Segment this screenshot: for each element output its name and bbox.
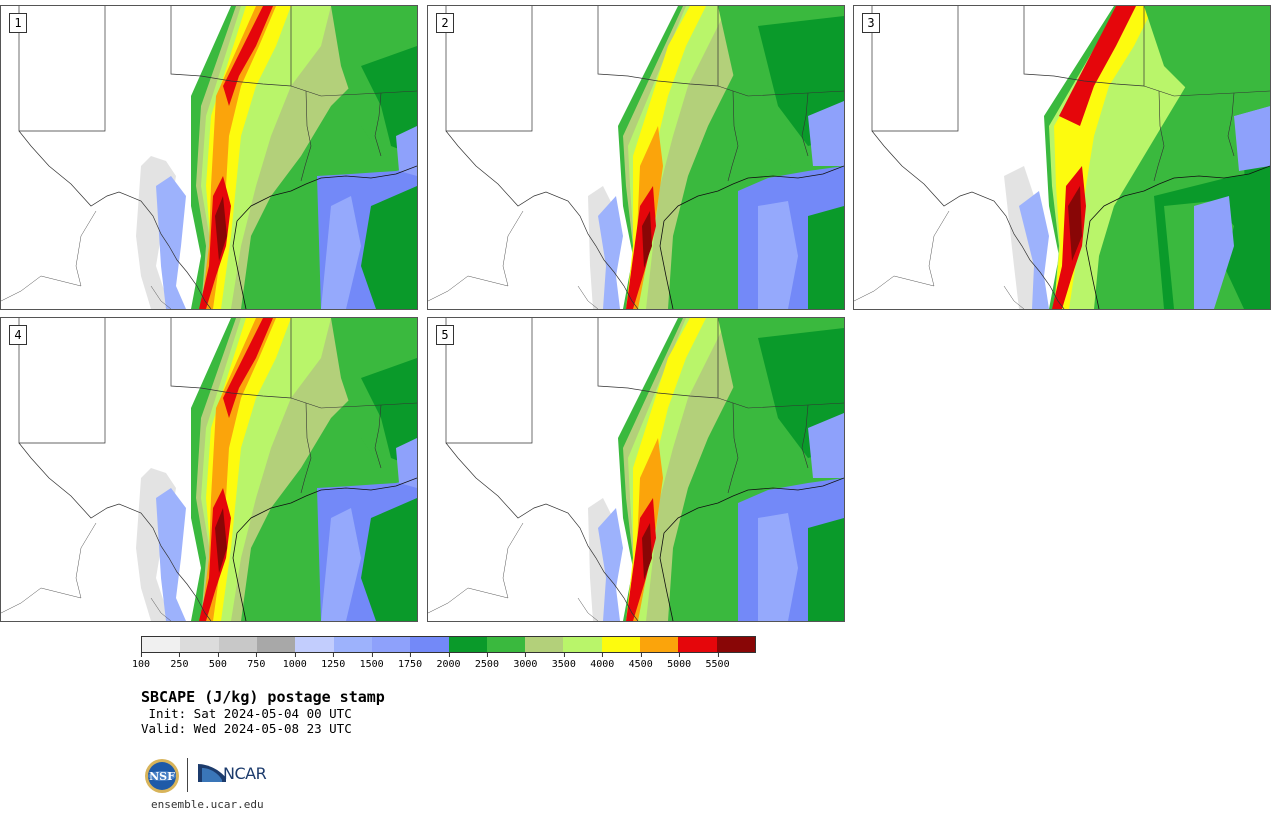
colorbar-tick-label: 750: [247, 659, 266, 670]
colorbar-segment: [142, 637, 181, 652]
colorbar-segment: [410, 637, 449, 652]
colorbar-segment: [256, 637, 296, 652]
colorbar-tick: 1000: [283, 653, 307, 670]
colorbar-tick: 250: [170, 653, 188, 670]
nsf-logo-icon: NSF: [145, 759, 179, 793]
colorbar-tick: 2000: [436, 653, 461, 670]
colorbar-tick: 5500: [706, 653, 730, 670]
colorbar-tick: 4500: [629, 653, 653, 670]
colorbar-tick-label: 100: [131, 659, 151, 670]
map-panel-2: 2: [427, 5, 845, 310]
init-time: Init: Sat 2024-05-04 00 UTC: [141, 706, 352, 721]
map-image: [1, 6, 417, 309]
colorbar-segment: [525, 637, 564, 652]
colorbar-tick: 3000: [513, 653, 537, 670]
colorbar-tick: 100: [132, 653, 150, 670]
colorbar-tick: 3500: [552, 653, 576, 670]
panel-number: 1: [9, 13, 27, 33]
colorbar-segment: [333, 637, 372, 652]
map-image: [428, 318, 844, 621]
panel-number: 3: [862, 13, 880, 33]
map-panel-4: 4: [0, 317, 418, 622]
colorbar-tick-label: 3500: [551, 659, 576, 670]
map-panel-1: 1: [0, 5, 418, 310]
ncar-logo-text: NCAR: [223, 764, 267, 783]
colorbar-tick: 1750: [398, 653, 422, 670]
panel-number: 5: [436, 325, 454, 345]
colorbar-tick: 1500: [360, 653, 384, 670]
colorbar-tick: 1250: [321, 653, 345, 670]
nsf-logo-text: NSF: [149, 770, 175, 783]
colorbar: [141, 636, 756, 653]
colorbar-tick-label: 1000: [282, 659, 307, 670]
colorbar-tick: 750: [247, 653, 265, 670]
colorbar-tick-label: 1750: [398, 659, 423, 670]
colorbar-tick-label: 4500: [628, 659, 653, 670]
colorbar-tick-label: 4000: [590, 659, 615, 670]
colorbar-segment: [563, 637, 602, 652]
colorbar-segment: [640, 637, 679, 652]
logo-divider: [187, 758, 188, 792]
colorbar-segment: [678, 637, 717, 652]
colorbar-tick-label: 1500: [359, 659, 384, 670]
colorbar-tick-label: 5000: [667, 659, 692, 670]
colorbar-segment: [601, 637, 641, 652]
valid-time: Valid: Wed 2024-05-08 23 UTC: [141, 721, 352, 736]
colorbar-segment: [371, 637, 411, 652]
website-link[interactable]: ensemble.ucar.edu: [151, 798, 264, 811]
colorbar-segment: [180, 637, 219, 652]
colorbar-tick-label: 3000: [513, 659, 538, 670]
colorbar-tick: 500: [209, 653, 227, 670]
colorbar-segment: [295, 637, 334, 652]
logos: NSF NCAR: [144, 756, 284, 796]
panel-number: 2: [436, 13, 454, 33]
map-panel-3: 3: [853, 5, 1271, 310]
colorbar-tick: 5000: [667, 653, 691, 670]
colorbar-segment: [448, 637, 487, 652]
map-image: [428, 6, 844, 309]
map-panel-5: 5: [427, 317, 845, 622]
panel-number: 4: [9, 325, 27, 345]
colorbar-tick-label: 1250: [321, 659, 346, 670]
ncar-logo-icon: [198, 764, 226, 782]
colorbar-tick: 2500: [475, 653, 499, 670]
colorbar-ticks: 100 250 500 750 1000 1250 1500 1750 2000 2500 3000…: [132, 653, 756, 673]
plot-title: SBCAPE (J/kg) postage stamp: [141, 688, 385, 706]
colorbar-tick-label: 500: [208, 659, 227, 670]
map-image: [1, 318, 417, 621]
map-image: [854, 6, 1270, 309]
colorbar-segment: [716, 637, 755, 652]
colorbar-tick-label: 5500: [705, 659, 730, 670]
colorbar-segment: [218, 637, 257, 652]
colorbar-tick-label: 250: [170, 659, 189, 670]
colorbar-tick-label: 2000: [436, 659, 461, 670]
colorbar-segment: [486, 637, 526, 652]
colorbar-tick: 4000: [590, 653, 614, 670]
colorbar-tick-label: 2500: [474, 659, 499, 670]
